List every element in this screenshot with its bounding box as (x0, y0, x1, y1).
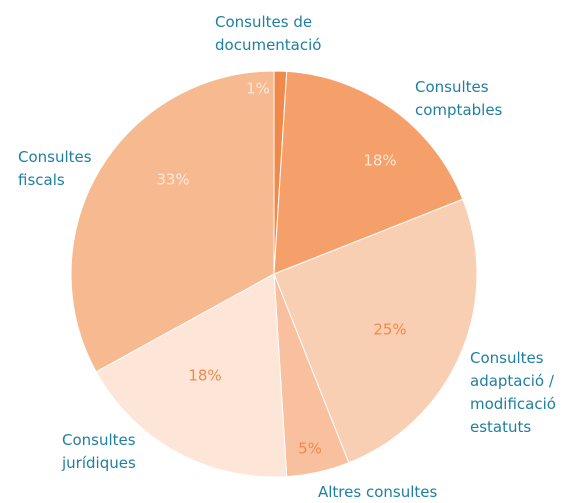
category-label: Consultes comptables (415, 78, 503, 119)
category-label: Consultes de documentació (215, 13, 321, 54)
pie-slice (273, 198, 478, 464)
value-label: 33% (156, 171, 189, 189)
pie-slice (273, 70, 464, 275)
pie-slice (70, 70, 275, 373)
category-label: Consultes fiscals (18, 148, 92, 189)
category-label: Consultes adaptació / modificació estatuts (470, 349, 556, 436)
value-label: 25% (373, 321, 406, 339)
pie-slice (95, 273, 288, 478)
value-label: 18% (188, 367, 221, 385)
value-label: 5% (298, 440, 322, 458)
value-label: 18% (363, 152, 396, 170)
category-label: Consultes jurídiques (61, 431, 136, 472)
value-label: 1% (246, 80, 270, 98)
category-label: Altres consultes (318, 483, 437, 501)
